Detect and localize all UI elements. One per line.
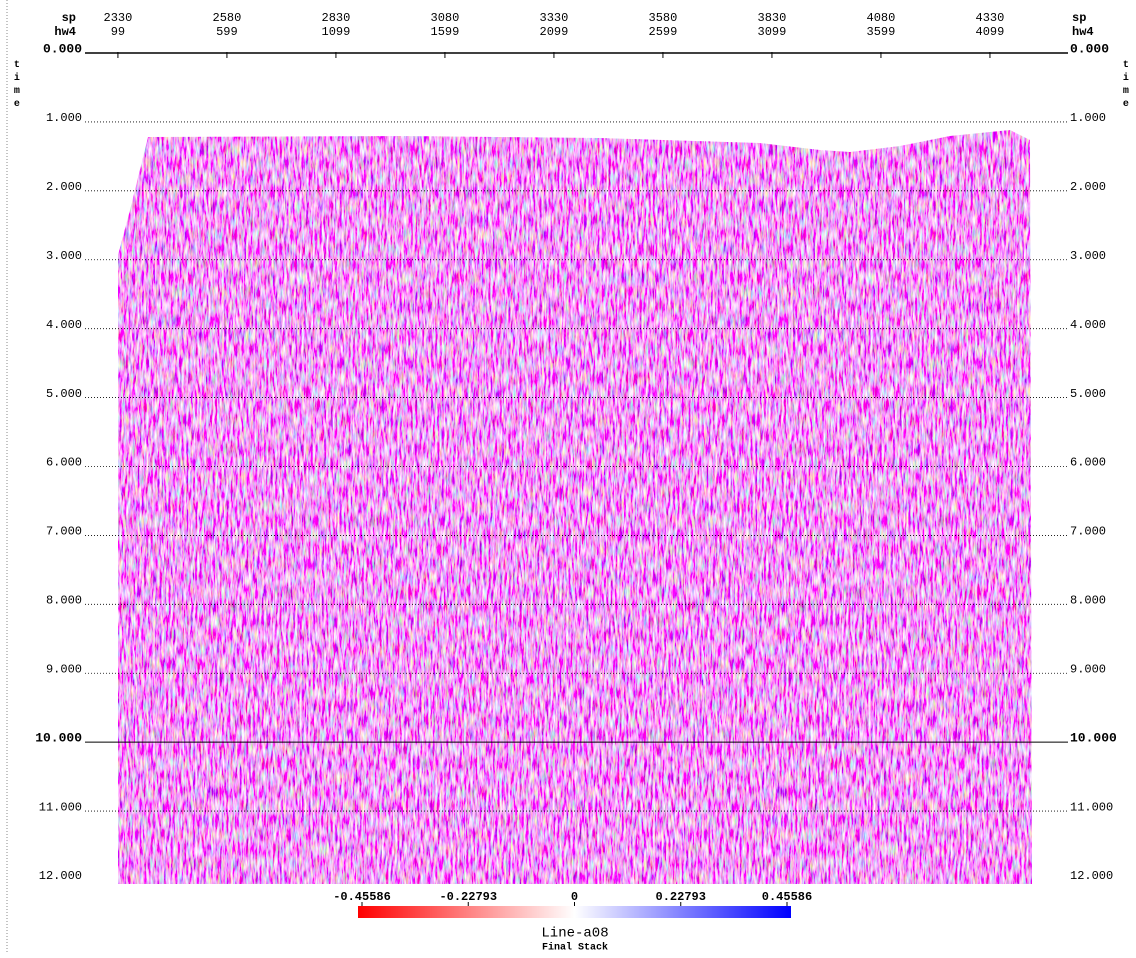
x-tick-label: 3099 (758, 25, 787, 39)
y-tick-label: 4.000 (1070, 318, 1106, 332)
y-tick-label: 11.000 (39, 800, 82, 814)
sp-tick-label: 3080 (431, 11, 460, 25)
sp-tick-label: 4080 (867, 11, 896, 25)
y-label-right: time (1120, 60, 1131, 112)
x-tick-label: 1599 (431, 25, 460, 39)
sp-tick-label: 2580 (213, 11, 242, 25)
y-tick-label: 8.000 (46, 594, 82, 608)
y-tick-label: 6.000 (46, 456, 82, 470)
sp-tick-label: 3330 (540, 11, 569, 25)
seismic-image (118, 130, 1032, 884)
y-tick-label: 3.000 (46, 249, 82, 263)
y-tick-label: 2.000 (1070, 180, 1106, 194)
y-tick-label: 9.000 (46, 662, 82, 676)
x-axis-name: sp (62, 11, 76, 25)
y-tick-label: 0.000 (1070, 41, 1109, 56)
x-axis-name: sp (1072, 11, 1086, 25)
sp-tick-label: 2830 (322, 11, 351, 25)
y-tick-label: 3.000 (1070, 249, 1106, 263)
x-tick-label: 1099 (322, 25, 351, 39)
x-tick-label: 2099 (540, 25, 569, 39)
colorbar (358, 906, 791, 918)
x-tick-label: 3599 (867, 25, 896, 39)
y-tick-label: 7.000 (46, 525, 82, 539)
y-tick-label: 10.000 (1070, 731, 1117, 746)
x-axis-name: hw4 (1072, 25, 1094, 39)
x-axis-name: hw4 (54, 25, 76, 39)
y-tick-label: 2.000 (46, 180, 82, 194)
y-tick-label: 8.000 (1070, 594, 1106, 608)
y-tick-label: 1.000 (46, 111, 82, 125)
y-tick-label: 5.000 (46, 387, 82, 401)
y-tick-label: 12.000 (1070, 869, 1113, 883)
colorbar-tick-label: 0 (571, 890, 578, 904)
sp-tick-label: 2330 (104, 11, 133, 25)
sp-tick-label: 3580 (649, 11, 678, 25)
y-label-left: time (11, 60, 22, 112)
x-tick-label: 599 (216, 25, 238, 39)
y-tick-label: 5.000 (1070, 387, 1106, 401)
colorbar-tick-label: -0.22793 (439, 890, 497, 904)
y-tick-label: 10.000 (35, 731, 82, 746)
colorbar-tick-label: 0.45586 (762, 890, 812, 904)
y-tick-label: 0.000 (43, 41, 82, 56)
y-tick-label: 4.000 (46, 318, 82, 332)
y-tick-label: 6.000 (1070, 456, 1106, 470)
x-tick-label: 4099 (976, 25, 1005, 39)
colorbar-tick-label: 0.22793 (656, 890, 706, 904)
y-tick-label: 12.000 (39, 869, 82, 883)
subtitle: Final Stack (542, 942, 608, 953)
colorbar-tick-label: -0.45586 (333, 890, 391, 904)
y-tick-label: 11.000 (1070, 800, 1113, 814)
title: Line-a08 (541, 926, 608, 942)
sp-tick-label: 3830 (758, 11, 787, 25)
x-tick-label: 99 (111, 25, 125, 39)
y-tick-label: 9.000 (1070, 662, 1106, 676)
y-tick-label: 1.000 (1070, 111, 1106, 125)
y-tick-label: 7.000 (1070, 525, 1106, 539)
sp-tick-label: 4330 (976, 11, 1005, 25)
x-tick-label: 2599 (649, 25, 678, 39)
